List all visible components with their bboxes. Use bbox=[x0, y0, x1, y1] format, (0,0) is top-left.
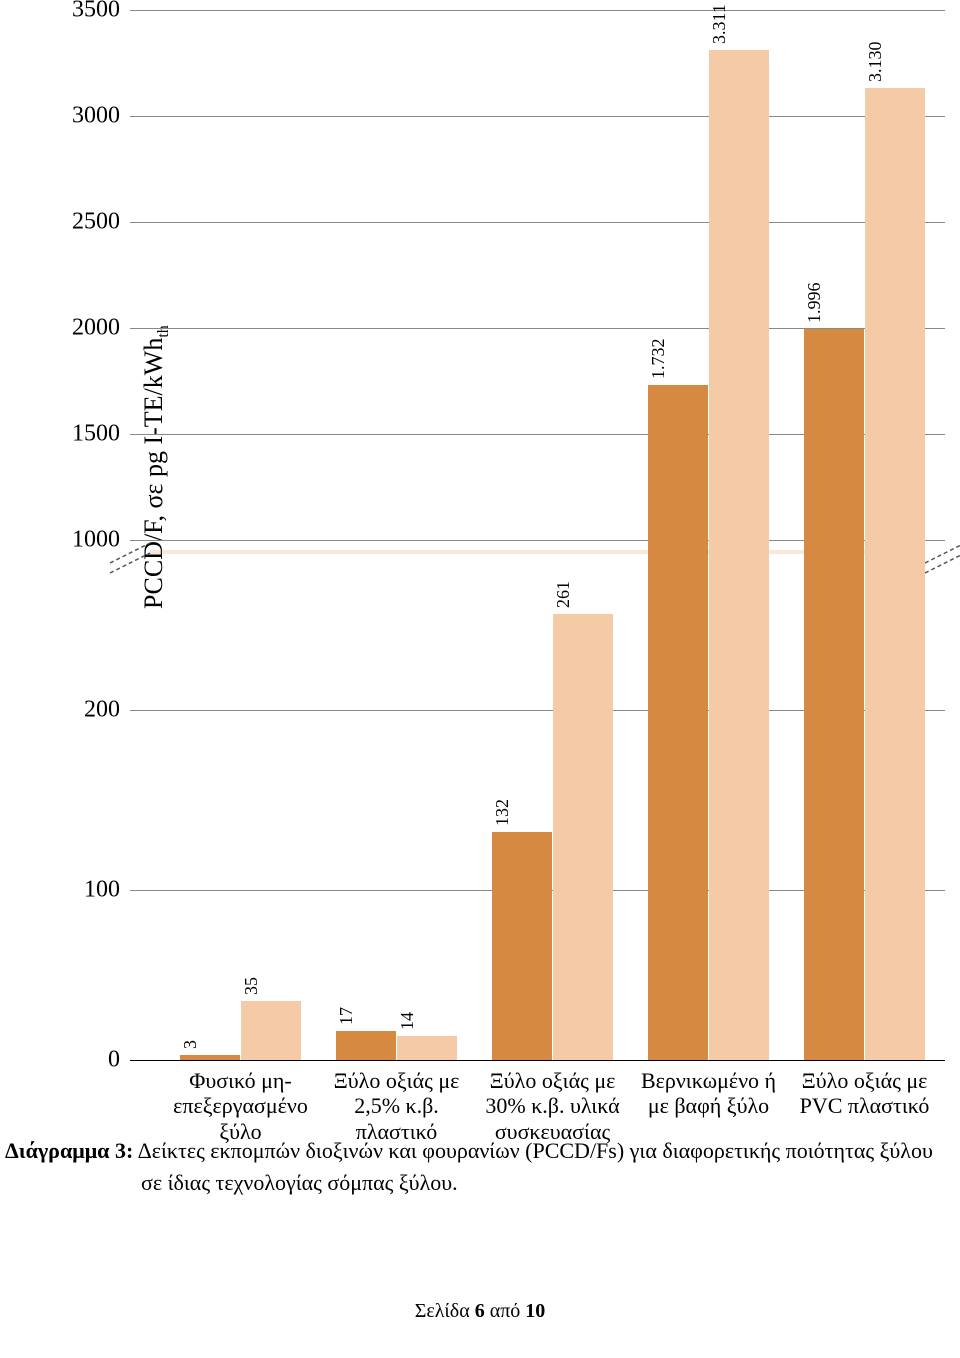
chart-caption: Διάγραμμα 3: Δείκτες εκπομπών διοξινών κ… bbox=[5, 1135, 955, 1199]
y-tick-label: 0 bbox=[108, 1047, 120, 1074]
plot-area: 3500300025002000150010002001000335Φυσικό… bbox=[130, 10, 945, 1060]
page-number: 6 bbox=[475, 1300, 485, 1322]
bar-value-label: 3.311 bbox=[709, 4, 730, 44]
bar-value-label: 1.732 bbox=[648, 338, 669, 379]
bar-varnished-b bbox=[709, 50, 769, 1060]
y-tick-label: 2500 bbox=[72, 209, 120, 236]
page: PCCD/F, σε pg I-TE/kWhth 350030002500200… bbox=[0, 0, 960, 1358]
page-footer: Σελίδα 6 από 10 bbox=[0, 1300, 960, 1323]
y-tick-label: 100 bbox=[84, 877, 120, 904]
bar-value-label: 3 bbox=[180, 1040, 201, 1049]
caption-prefix: Διάγραμμα 3: bbox=[5, 1138, 133, 1163]
bar-oak-2p5-a bbox=[336, 1031, 396, 1060]
gridline bbox=[130, 116, 945, 117]
axis-break-mark bbox=[105, 535, 155, 575]
chart-container: PCCD/F, σε pg I-TE/kWhth 350030002500200… bbox=[50, 10, 945, 1090]
y-tick-label: 2000 bbox=[72, 315, 120, 342]
bar-nat-wood-b bbox=[241, 1001, 301, 1061]
category-label-oak-pvc: Ξύλο οξιάς μεPVC πλαστικό bbox=[786, 1068, 943, 1119]
y-tick-label: 1500 bbox=[72, 421, 120, 448]
bar-oak-2p5-b bbox=[397, 1036, 457, 1060]
bar-value-label: 3.130 bbox=[865, 42, 886, 83]
bar-oak-30-b bbox=[553, 614, 613, 1060]
page-total: 10 bbox=[525, 1300, 545, 1322]
y-tick-label: 200 bbox=[84, 697, 120, 724]
bar-value-label: 14 bbox=[397, 1012, 418, 1030]
bar-varnished-a bbox=[648, 385, 708, 1060]
category-label-oak-2p5: Ξύλο οξιάς με2,5% κ.β.πλαστικό bbox=[318, 1068, 475, 1144]
category-label-nat-wood: Φυσικό μη-επεξεργασμένοξύλο bbox=[162, 1068, 319, 1144]
category-label-oak-30: Ξύλο οξιάς με30% κ.β. υλικάσυσκευασίας bbox=[474, 1068, 631, 1144]
bar-value-label: 1.996 bbox=[804, 282, 825, 323]
bar-oak-pvc-b bbox=[865, 88, 925, 1060]
bar-value-label: 35 bbox=[241, 977, 262, 995]
bar-value-label: 132 bbox=[492, 799, 513, 826]
bar-oak-30-a bbox=[492, 832, 552, 1060]
caption-line2: σε ίδιας τεχνολογίας σόμπας ξύλου. bbox=[141, 1167, 458, 1199]
category-label-varnished: Βερνικωμένο ήμε βαφή ξύλο bbox=[630, 1068, 787, 1119]
gridline bbox=[130, 10, 945, 11]
y-tick-label: 3500 bbox=[72, 0, 120, 24]
gridline bbox=[130, 222, 945, 223]
bar-nat-wood-a bbox=[180, 1055, 240, 1060]
caption-line1: Δείκτες εκπομπών διοξινών και φουρανίων … bbox=[138, 1138, 933, 1163]
bar-oak-pvc-a bbox=[804, 329, 864, 1060]
axis-break-mark bbox=[920, 535, 960, 575]
bar-value-label: 261 bbox=[553, 581, 574, 608]
y-tick-label: 3000 bbox=[72, 103, 120, 130]
bar-value-label: 17 bbox=[336, 1007, 357, 1025]
x-axis-baseline bbox=[130, 1060, 945, 1061]
